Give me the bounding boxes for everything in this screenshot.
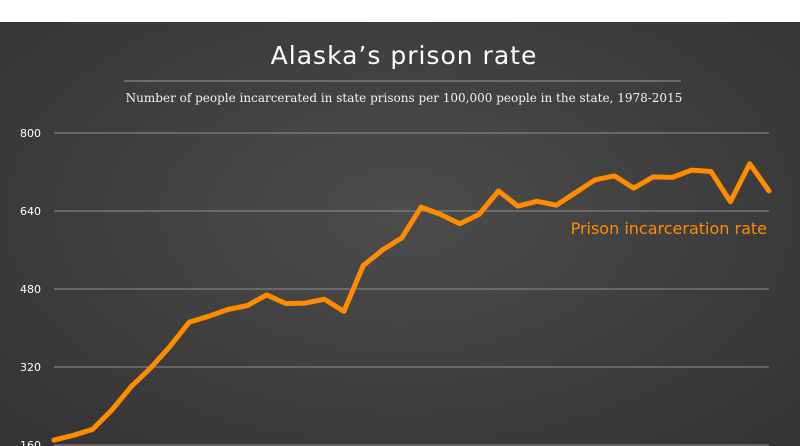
data-point bbox=[535, 199, 540, 204]
data-point bbox=[380, 248, 385, 252]
series-line bbox=[51, 161, 772, 443]
data-point bbox=[496, 189, 501, 193]
data-point bbox=[225, 307, 230, 312]
data-point bbox=[612, 173, 617, 178]
y-tick-label: 320 bbox=[20, 361, 41, 374]
data-point bbox=[438, 212, 443, 217]
y-tick-label: 800 bbox=[20, 127, 41, 140]
data-point bbox=[477, 212, 482, 217]
series-label: Prison incarceration rate bbox=[571, 219, 767, 238]
chart: Alaska’s prison rate Number of people in… bbox=[0, 22, 800, 446]
data-point bbox=[670, 175, 675, 180]
grid-layer: 800 640 480 320 160 bbox=[20, 127, 769, 446]
data-point bbox=[457, 221, 462, 226]
data-point bbox=[361, 263, 366, 268]
data-point bbox=[419, 205, 424, 210]
data-point bbox=[322, 297, 327, 302]
y-tick-label: 160 bbox=[20, 439, 41, 446]
data-point bbox=[515, 204, 520, 209]
data-point bbox=[90, 427, 95, 432]
data-point bbox=[110, 407, 114, 412]
data-point bbox=[747, 161, 752, 166]
data-point bbox=[167, 344, 172, 349]
data-point bbox=[728, 199, 733, 204]
data-point bbox=[245, 303, 250, 308]
data-point bbox=[593, 177, 598, 182]
data-point bbox=[187, 320, 192, 325]
data-point bbox=[52, 438, 56, 443]
chart-svg: Alaska’s prison rate Number of people in… bbox=[20, 41, 772, 446]
data-point bbox=[303, 301, 308, 306]
y-tick-label: 640 bbox=[20, 205, 41, 218]
data-point bbox=[554, 203, 559, 208]
data-point bbox=[651, 174, 656, 179]
data-point bbox=[148, 366, 153, 370]
y-tick-label: 480 bbox=[20, 283, 41, 296]
data-point bbox=[573, 190, 578, 195]
line-layer bbox=[51, 161, 772, 443]
data-point bbox=[341, 309, 346, 314]
data-point bbox=[399, 235, 404, 240]
data-point bbox=[283, 301, 288, 306]
data-point bbox=[129, 384, 134, 389]
chart-title: Alaska’s prison rate bbox=[271, 41, 538, 70]
data-point bbox=[206, 314, 211, 319]
data-point bbox=[264, 292, 269, 297]
chart-subtitle: Number of people incarcerated in state p… bbox=[126, 91, 683, 105]
data-point bbox=[689, 168, 694, 173]
data-point bbox=[767, 189, 771, 193]
data-point bbox=[71, 433, 76, 438]
data-point bbox=[631, 186, 636, 191]
data-point bbox=[709, 169, 713, 174]
